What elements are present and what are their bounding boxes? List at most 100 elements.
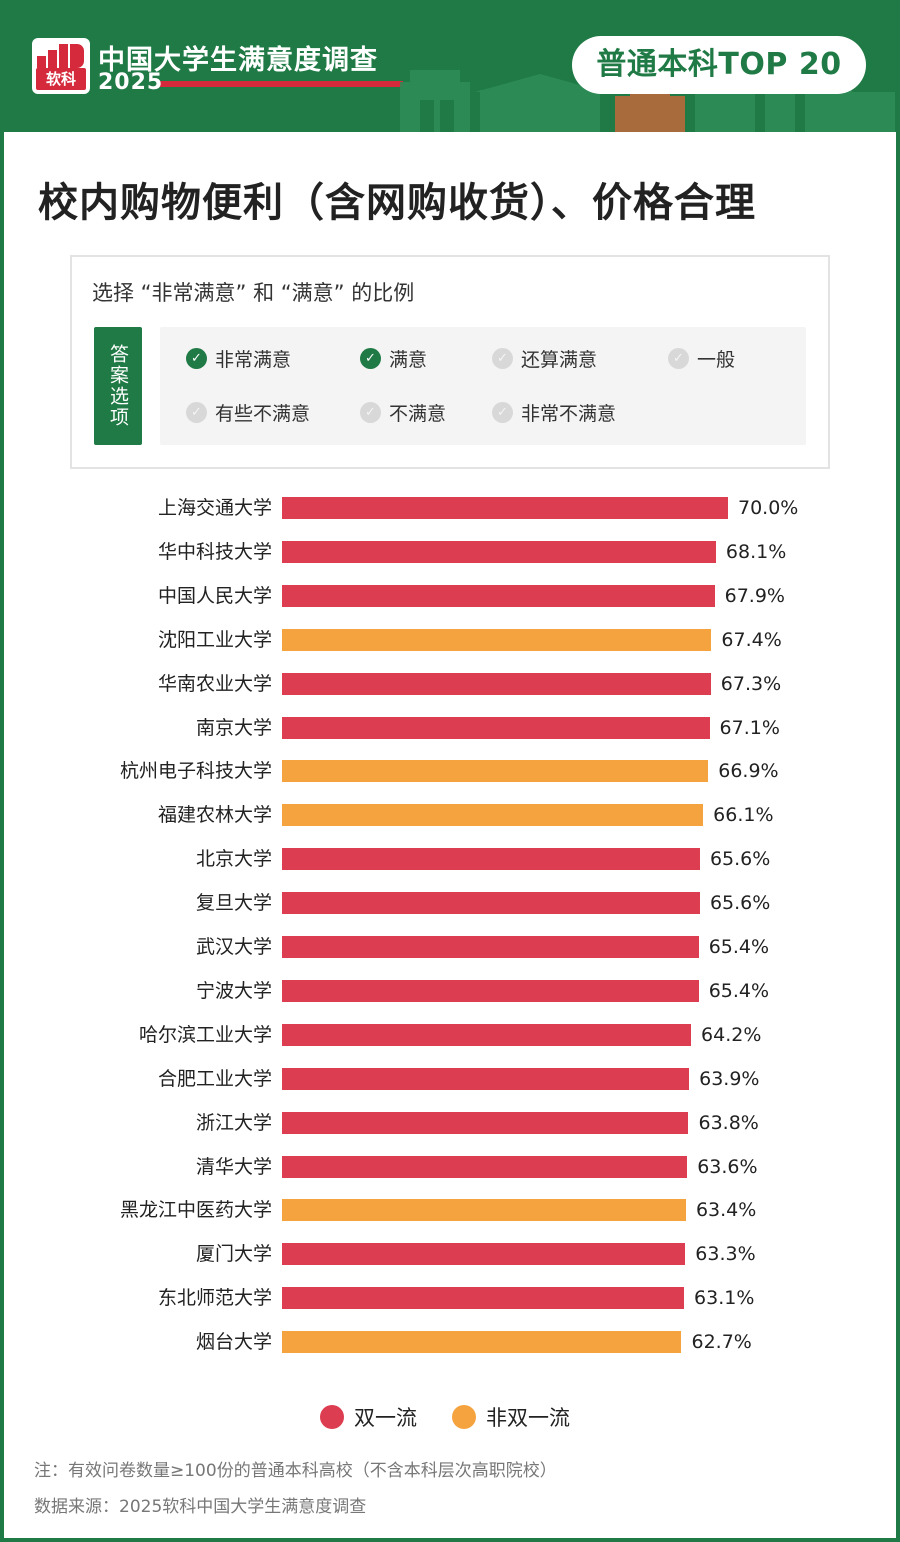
bar-category-label: 福建农林大学	[157, 804, 272, 827]
bar-row: 清华大学 63.6%	[4, 1155, 896, 1179]
option-label: 还算满意	[521, 349, 598, 371]
bar-value-label: 63.1%	[694, 1287, 755, 1310]
bar-row: 黑龙江中医药大学 63.4%	[4, 1198, 896, 1222]
option-very-satisfied: ✓ 非常满意	[186, 345, 291, 372]
bar	[282, 760, 709, 783]
legend-item-non-double-first-class: 非双一流	[452, 1402, 570, 1432]
page-title: 校内购物便利（含网购收货）、价格合理	[38, 180, 756, 226]
bar-value-label: 65.4%	[708, 979, 770, 1002]
bar-value-label: 65.6%	[709, 892, 771, 915]
option-label: 非常满意	[215, 349, 292, 371]
option-satisfied: ✓ 满意	[360, 345, 427, 372]
bar-category-label: 杭州电子科技大学	[119, 760, 272, 783]
footnote: 注：有效问卷数量≥100份的普通本科高校（不含本科层次高职院校）	[34, 1461, 557, 1481]
bar-row: 厦门大学 63.3%	[4, 1242, 896, 1266]
bar-category-label: 武汉大学	[195, 936, 272, 958]
bar	[282, 1023, 692, 1046]
bar-chart: 上海交通大学 70.0% 华中科技大学 68.1% 中国人民大学 67.9% 沈阳工业大学 6…	[4, 496, 896, 1376]
option-label: 有些不满意	[215, 403, 311, 425]
bar-category-label: 宁波大学	[195, 979, 272, 1002]
bar-category-label: 浙江大学	[195, 1111, 272, 1134]
bar-row: 武汉大学 65.4%	[4, 935, 896, 959]
bar	[282, 892, 700, 915]
options-heading: 选择 “非常满意” 和 “满意” 的比例	[92, 281, 415, 305]
check-icon: ✓	[492, 402, 513, 423]
top20-badge: 普通本科TOP 20	[572, 36, 866, 94]
check-icon: ✓	[360, 402, 381, 423]
brand-underline	[158, 81, 403, 87]
bar-value-label: 65.6%	[709, 848, 771, 871]
bar	[282, 848, 700, 871]
bar-row: 华中科技大学 68.1%	[4, 540, 896, 564]
bar-category-label: 烟台大学	[195, 1331, 272, 1354]
bar	[282, 1243, 686, 1266]
bar-row: 浙江大学 63.8%	[4, 1111, 896, 1135]
bar	[282, 804, 704, 827]
bar-value-label: 65.4%	[708, 936, 770, 958]
bar-category-label: 复旦大学	[195, 892, 272, 915]
brand-year: 2025	[98, 70, 164, 95]
bar-value-label: 63.8%	[698, 1111, 759, 1134]
check-icon: ✓	[492, 348, 513, 369]
option-very-dissatisfied: ✓ 非常不满意	[492, 399, 616, 426]
bar-row: 东北师范大学 63.1%	[4, 1286, 896, 1310]
bar-row: 沈阳工业大学 67.4%	[4, 628, 896, 652]
bar-value-label: 67.3%	[720, 672, 782, 695]
bar-category-label: 中国人民大学	[157, 584, 272, 607]
bar-value-label: 67.4%	[721, 628, 782, 651]
check-icon: ✓	[360, 348, 381, 369]
bar-value-label: 67.9%	[724, 584, 785, 607]
bar	[282, 1287, 685, 1310]
bar-category-label: 沈阳工业大学	[157, 628, 272, 651]
legend-label: 双一流	[354, 1406, 417, 1430]
legend-label: 非双一流	[486, 1406, 570, 1430]
option-label: 非常不满意	[521, 403, 617, 425]
bar-value-label: 68.1%	[725, 540, 787, 563]
bar-category-label: 哈尔滨工业大学	[138, 1023, 272, 1046]
bar-row: 复旦大学 65.6%	[4, 891, 896, 915]
legend-swatch	[320, 1405, 344, 1429]
option-label: 不满意	[389, 403, 447, 425]
bar	[282, 716, 710, 739]
logo-text: 软科	[36, 68, 86, 90]
shanghairanking-logo: 软科	[32, 38, 90, 94]
brand-title: 中国大学生满意度调查	[98, 45, 378, 76]
bar	[282, 672, 711, 695]
bar	[282, 936, 699, 958]
bar-row: 合肥工业大学 63.9%	[4, 1067, 896, 1091]
bar-row: 华南农业大学 67.3%	[4, 672, 896, 696]
bar	[282, 1155, 688, 1178]
check-icon: ✓	[186, 348, 207, 369]
option-neutral: ✓ 一般	[668, 345, 735, 372]
option-dissatisfied: ✓ 不满意	[360, 399, 446, 426]
option-somewhat-dissatisfied: ✓ 有些不满意	[186, 399, 310, 426]
bar	[282, 979, 699, 1002]
bar-category-label: 北京大学	[195, 848, 272, 871]
check-icon: ✓	[186, 402, 207, 423]
answer-options-box: 选择 “非常满意” 和 “满意” 的比例 答案选项 ✓ 非常满意 ✓ 满意 ✓ …	[70, 255, 830, 469]
bar-row: 福建农林大学 66.1%	[4, 803, 896, 827]
content-card: 校内购物便利（含网购收货）、价格合理 选择 “非常满意” 和 “满意” 的比例 …	[4, 132, 896, 1538]
bar-value-label: 67.1%	[719, 716, 780, 739]
bar-value-label: 63.9%	[699, 1067, 760, 1090]
legend-item-double-first-class: 双一流	[320, 1402, 417, 1432]
bar-row: 上海交通大学 70.0%	[4, 496, 896, 520]
bar-value-label: 66.9%	[718, 760, 779, 783]
bar-value-label: 64.2%	[701, 1023, 762, 1046]
bar-value-label: 63.3%	[695, 1243, 756, 1266]
bar-row: 烟台大学 62.7%	[4, 1330, 896, 1354]
bar-row: 哈尔滨工业大学 64.2%	[4, 1023, 896, 1047]
logo-bars-icon	[37, 44, 85, 68]
bar	[282, 1331, 682, 1354]
bar-category-label: 黑龙江中医药大学	[119, 1199, 272, 1222]
option-fairly-satisfied: ✓ 还算满意	[492, 345, 597, 372]
bar-row: 南京大学 67.1%	[4, 716, 896, 740]
bar-row: 中国人民大学 67.9%	[4, 584, 896, 608]
bar-value-label: 70.0%	[738, 497, 799, 519]
options-panel: ✓ 非常满意 ✓ 满意 ✓ 还算满意 ✓ 一般 ✓ 有些不满意 ✓ 不满意	[160, 327, 806, 445]
bar-row: 杭州电子科技大学 66.9%	[4, 759, 896, 783]
legend-swatch	[452, 1405, 476, 1429]
header: 软科 中国大学生满意度调查 2025 普通本科TOP 20	[0, 0, 900, 132]
data-source: 数据来源：2025软科中国大学生满意度调查	[34, 1497, 367, 1517]
bar-category-label: 上海交通大学	[157, 497, 272, 519]
